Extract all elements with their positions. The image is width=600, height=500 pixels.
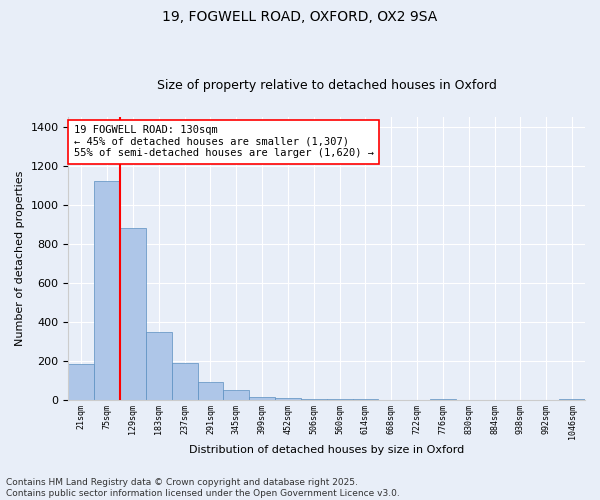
Y-axis label: Number of detached properties: Number of detached properties [15, 170, 25, 346]
Bar [223, 390, 249, 400]
Bar [120, 228, 146, 400]
Text: 19, FOGWELL ROAD, OXFORD, OX2 9SA: 19, FOGWELL ROAD, OXFORD, OX2 9SA [163, 10, 437, 24]
Text: Contains HM Land Registry data © Crown copyright and database right 2025.
Contai: Contains HM Land Registry data © Crown c… [6, 478, 400, 498]
Bar [146, 332, 172, 400]
Text: 19 FOGWELL ROAD: 130sqm
← 45% of detached houses are smaller (1,307)
55% of semi: 19 FOGWELL ROAD: 130sqm ← 45% of detache… [74, 126, 374, 158]
Bar [68, 364, 94, 400]
Bar [301, 399, 327, 400]
Title: Size of property relative to detached houses in Oxford: Size of property relative to detached ho… [157, 79, 497, 92]
Bar [172, 362, 197, 400]
Bar [197, 382, 223, 400]
Bar [275, 398, 301, 400]
Bar [94, 181, 120, 400]
X-axis label: Distribution of detached houses by size in Oxford: Distribution of detached houses by size … [189, 445, 464, 455]
Bar [249, 396, 275, 400]
